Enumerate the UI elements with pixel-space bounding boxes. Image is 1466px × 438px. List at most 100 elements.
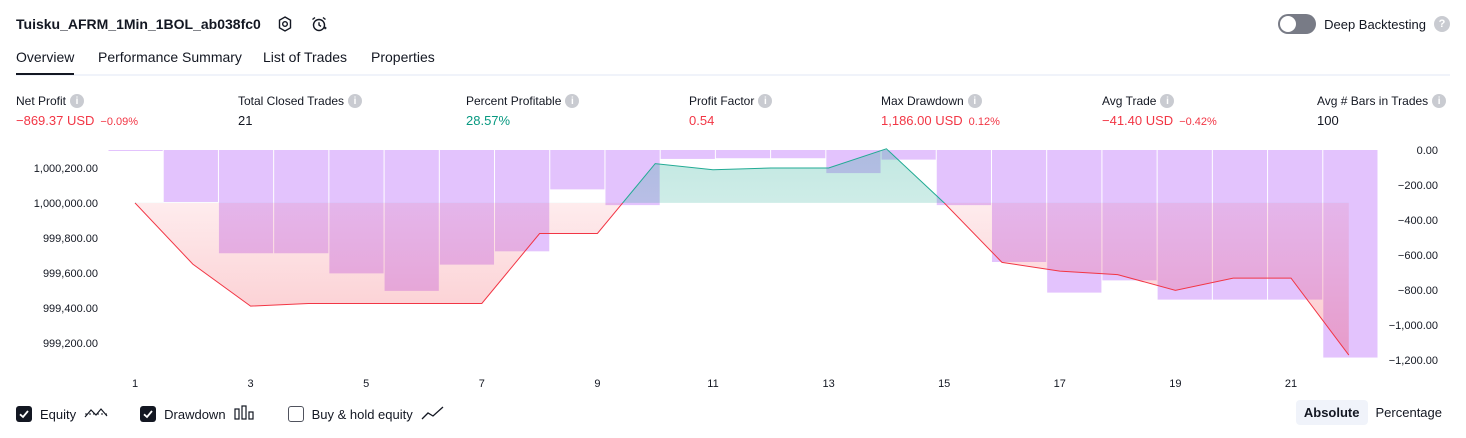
x-axis: 1 3 5 7 9 11 13 15 17 19 21: [132, 378, 1297, 390]
strategy-header: Tuisku_AFRM_1Min_1BOL_ab038fc0: [16, 13, 329, 35]
info-icon[interactable]: i: [565, 94, 580, 108]
info-icon[interactable]: i: [348, 94, 363, 108]
legend-drawdown[interactable]: Drawdown: [140, 404, 256, 424]
tab-properties[interactable]: Properties: [371, 49, 435, 65]
x-axis-tick: 13: [822, 378, 834, 390]
info-icon[interactable]: i: [70, 94, 85, 108]
left-axis-tick: 1,000,000.00: [34, 198, 98, 210]
toggle-knob: [1280, 16, 1297, 32]
info-icon[interactable]: i: [1432, 94, 1447, 108]
metric-value: 28.57%: [466, 113, 511, 128]
right-axis-tick: −400.00: [1398, 215, 1438, 227]
equity-line-icon: [84, 405, 108, 424]
left-axis-tick: 999,400.00: [43, 303, 98, 315]
equity-area: [135, 148, 1349, 356]
x-axis-tick: 9: [594, 378, 600, 390]
equity-checkbox[interactable]: [16, 406, 32, 422]
info-icon[interactable]: i: [967, 94, 982, 108]
drawdown-bar: [550, 150, 605, 190]
metric-avg-bars-in-trades: Avg # Bars in Trades i 100: [1317, 93, 1447, 128]
drawdown-bar: [163, 150, 218, 202]
left-axis-tick: 999,200.00: [43, 338, 98, 350]
equity-gain-line: [134, 148, 945, 203]
drawdown-bar: [771, 150, 826, 159]
drawdown-bars-icon: [233, 404, 256, 424]
right-axis-tick: −1,000.00: [1389, 320, 1438, 332]
metric-avg-trade: Avg Trade i −41.40 USD −0.42%: [1102, 93, 1217, 128]
x-axis-tick: 5: [363, 378, 369, 390]
left-axis: 1,000,200.00 1,000,000.00 999,800.00 999,60…: [34, 163, 98, 350]
x-axis-tick: 17: [1054, 378, 1066, 390]
right-axis-tick: −600.00: [1398, 250, 1438, 262]
equity-loss-area: [135, 202, 1349, 356]
legend-buy-hold[interactable]: Buy & hold equity: [287, 405, 445, 424]
settings-icon[interactable]: [275, 14, 295, 34]
drawdown-bar: [108, 150, 163, 151]
tab-list-of-trades[interactable]: List of Trades: [263, 49, 348, 65]
buy-hold-line-icon: [421, 405, 445, 424]
right-axis: 0.00 −200.00 −400.00 −600.00 −800.00 −1,000.0…: [1389, 145, 1438, 367]
metric-value: −41.40 USD: [1102, 113, 1174, 128]
right-axis-tick: −800.00: [1398, 285, 1438, 297]
metric-label: Net Profit: [16, 94, 67, 108]
right-axis-tick: 0.00: [1417, 145, 1438, 157]
metric-value: 21: [238, 113, 253, 128]
report-tabs: Overview Performance Summary List of Tra…: [16, 44, 1450, 76]
equity-drawdown-chart[interactable]: 1,000,200.00 1,000,000.00 999,800.00 999,60…: [0, 140, 1466, 395]
alarm-clock-icon[interactable]: [309, 14, 329, 34]
info-icon[interactable]: i: [1160, 94, 1175, 108]
drawdown-bar: [881, 150, 936, 160]
metric-value: 100: [1317, 113, 1339, 128]
metric-value: 0.54: [689, 113, 715, 128]
metric-value: −869.37 USD: [16, 113, 95, 128]
x-axis-tick: 7: [479, 378, 485, 390]
x-axis-tick: 3: [248, 378, 254, 390]
scale-toggle: Absolute Percentage: [1295, 400, 1450, 425]
buy-hold-checkbox[interactable]: [287, 406, 304, 422]
legend-label: Drawdown: [164, 406, 226, 422]
deep-backtesting-toggle[interactable]: [1278, 14, 1317, 34]
metric-max-drawdown: Max Drawdown i 1,186.00 USD 0.12%: [881, 93, 1000, 128]
legend-label: Equity: [40, 406, 77, 422]
metric-label: Profit Factor: [689, 94, 755, 108]
tab-performance-summary[interactable]: Performance Summary: [98, 49, 242, 65]
metric-value: 1,186.00 USD: [881, 113, 963, 128]
x-axis-tick: 19: [1169, 378, 1181, 390]
absolute-button[interactable]: Absolute: [1295, 400, 1368, 425]
drawdown-bar: [715, 150, 771, 159]
info-icon[interactable]: i: [758, 94, 773, 108]
metric-net-profit: Net Profit i −869.37 USD −0.09%: [16, 93, 138, 128]
help-icon[interactable]: ?: [1434, 16, 1450, 32]
metric-profit-factor: Profit Factor i 0.54: [689, 93, 773, 128]
equity-loss-line: [134, 202, 1350, 356]
left-axis-tick: 999,800.00: [43, 233, 98, 245]
drawdown-bar: [660, 150, 715, 159]
metric-percent: −0.42%: [1179, 116, 1217, 128]
deep-backtesting: Deep Backtesting ?: [1278, 13, 1450, 35]
metric-label: Total Closed Trades: [238, 94, 345, 108]
chart-legend: Equity Drawdown Buy & hold equity: [16, 402, 477, 426]
equity-gain-area: [135, 148, 1349, 203]
x-axis-tick: 1: [132, 378, 138, 390]
metric-total-closed-trades: Total Closed Trades i 21: [238, 93, 363, 128]
metric-label: Avg # Bars in Trades: [1317, 94, 1429, 108]
deep-backtesting-label: Deep Backtesting: [1324, 16, 1426, 32]
x-axis-tick: 15: [938, 378, 950, 390]
strategy-title: Tuisku_AFRM_1Min_1BOL_ab038fc0: [16, 16, 261, 32]
tab-overview[interactable]: Overview: [16, 49, 75, 75]
drawdown-checkbox[interactable]: [140, 406, 157, 422]
x-axis-tick: 11: [707, 378, 718, 390]
left-axis-tick: 999,600.00: [43, 268, 98, 280]
metric-percent: 0.12%: [968, 116, 1000, 128]
metric-percent: −0.09%: [100, 116, 139, 128]
right-axis-tick: −200.00: [1398, 180, 1438, 192]
metric-label: Percent Profitable: [466, 94, 562, 108]
equity-line: [134, 148, 1350, 356]
drawdown-bar: [936, 150, 991, 206]
x-axis-tick: 21: [1285, 378, 1297, 390]
metric-label: Max Drawdown: [881, 94, 964, 108]
metric-percent-profitable: Percent Profitable i 28.57%: [466, 93, 580, 128]
left-axis-tick: 1,000,200.00: [34, 163, 98, 175]
legend-equity[interactable]: Equity: [16, 405, 108, 424]
percentage-button[interactable]: Percentage: [1375, 405, 1443, 420]
